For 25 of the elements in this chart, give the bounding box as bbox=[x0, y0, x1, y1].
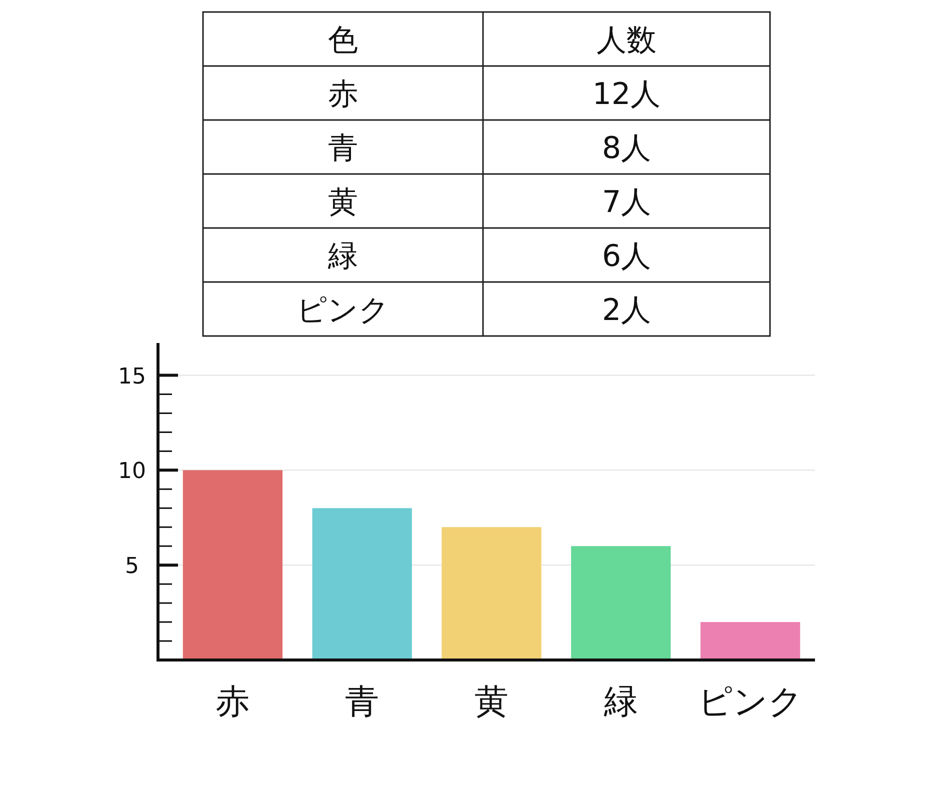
text: 色 bbox=[328, 23, 358, 58]
text: ピンク bbox=[296, 293, 390, 328]
y-tick-label: 15 bbox=[118, 364, 146, 390]
text: 赤 bbox=[328, 77, 358, 112]
text: 8人 bbox=[602, 131, 652, 166]
x-tick-label: 緑 bbox=[602, 682, 638, 722]
x-tick-label: 青 bbox=[345, 682, 380, 722]
text: 緑 bbox=[327, 239, 358, 274]
x-tick-label: 赤 bbox=[216, 682, 250, 722]
bar bbox=[182, 470, 283, 660]
text: 6人 bbox=[602, 239, 652, 274]
text: 人数 bbox=[596, 23, 656, 58]
text: 青 bbox=[328, 131, 358, 166]
text: 12人 bbox=[592, 77, 661, 112]
bar bbox=[571, 546, 671, 660]
y-tick-label: 5 bbox=[125, 554, 139, 580]
bar bbox=[700, 622, 800, 660]
bar bbox=[312, 508, 412, 660]
x-tick-label: ピンク bbox=[698, 682, 803, 722]
text: 7人 bbox=[602, 185, 652, 220]
text: 2人 bbox=[602, 293, 652, 328]
text: 黄 bbox=[328, 185, 358, 220]
x-tick-label: 黄 bbox=[474, 682, 508, 722]
bar bbox=[442, 527, 542, 660]
y-tick-label: 10 bbox=[118, 459, 146, 484]
